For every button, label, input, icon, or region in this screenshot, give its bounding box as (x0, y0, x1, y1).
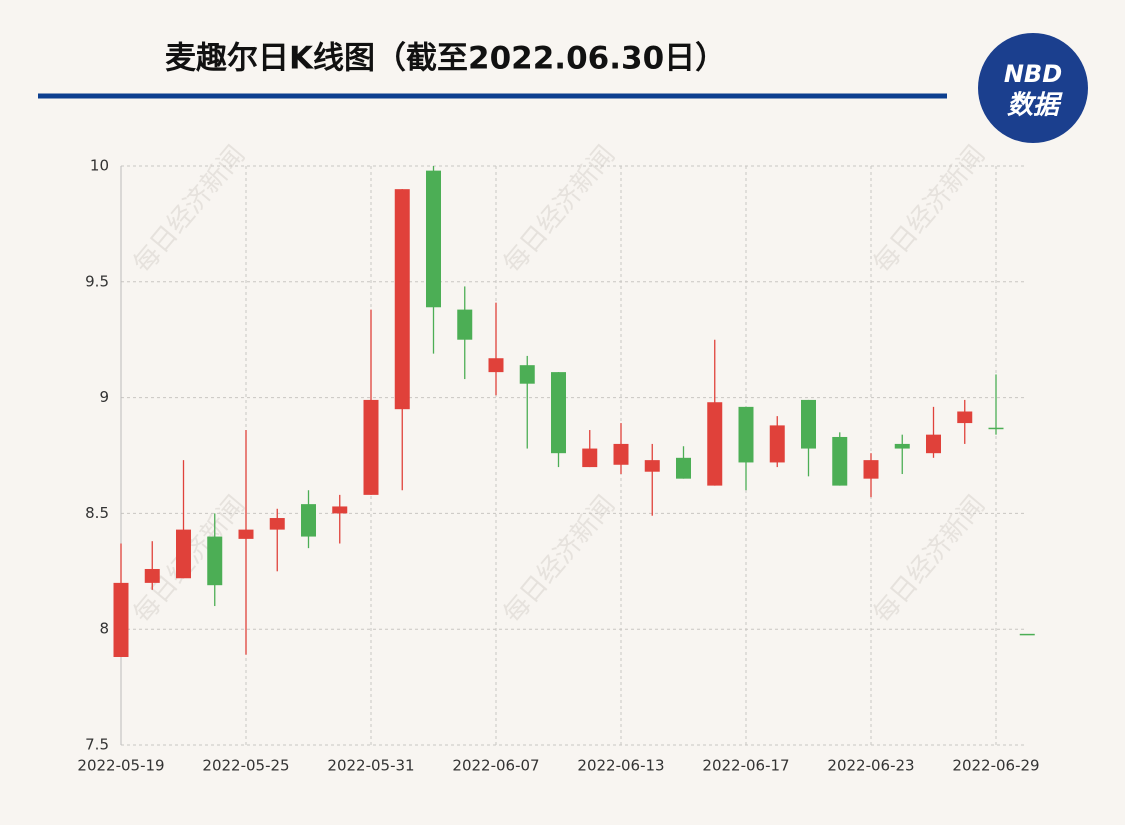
candle-body (488, 358, 504, 373)
candle-body (301, 504, 316, 537)
x-tick-label: 2022-06-07 (452, 757, 539, 775)
candle-body (394, 189, 410, 410)
y-tick-label: 8.5 (85, 504, 109, 522)
candle-body (894, 443, 910, 449)
candle-body (269, 518, 285, 530)
candle-body (113, 582, 129, 657)
y-tick-label: 7.5 (85, 736, 109, 754)
candle-body (738, 406, 754, 463)
x-tick-label: 2022-06-29 (952, 757, 1039, 775)
candle-body (332, 506, 348, 514)
chart-title: 麦趣尔日K线图（截至2022.06.30日） (165, 41, 726, 77)
candle-body (676, 457, 691, 479)
candle-body (176, 529, 191, 579)
candle-body (832, 436, 848, 486)
candle-body (363, 399, 379, 495)
candle-body (644, 460, 660, 472)
logo (978, 33, 1088, 143)
y-tick-label: 9 (99, 388, 109, 406)
candle-body (457, 309, 473, 340)
y-tick-label: 10 (90, 157, 109, 175)
y-tick-label: 8 (99, 620, 109, 638)
candle-body (863, 460, 879, 479)
x-tick-label: 2022-06-17 (702, 757, 789, 775)
y-tick-label: 9.5 (85, 272, 109, 290)
logo-text: 数据 (1007, 91, 1063, 121)
candle-body (551, 372, 566, 454)
candle-body (926, 434, 941, 454)
candle-body (613, 443, 629, 465)
candle-body (582, 448, 598, 468)
candle-body (238, 529, 254, 539)
candle-body (519, 365, 535, 384)
x-tick-label: 2022-06-13 (577, 757, 664, 775)
x-tick-label: 2022-05-19 (77, 757, 164, 775)
candle-body (144, 568, 160, 583)
candle-body (426, 170, 441, 308)
candle-body (707, 402, 723, 486)
candle-body (988, 427, 1004, 430)
candle-body (207, 536, 223, 586)
logo-text: NBD (1004, 60, 1062, 88)
candle-body (769, 425, 785, 463)
candle-body (801, 399, 816, 449)
x-tick-label: 2022-05-25 (202, 757, 289, 775)
x-tick-label: 2022-06-23 (827, 757, 914, 775)
x-tick-label: 2022-05-31 (327, 757, 414, 775)
candle-body (1019, 633, 1035, 636)
candle-body (957, 411, 973, 424)
